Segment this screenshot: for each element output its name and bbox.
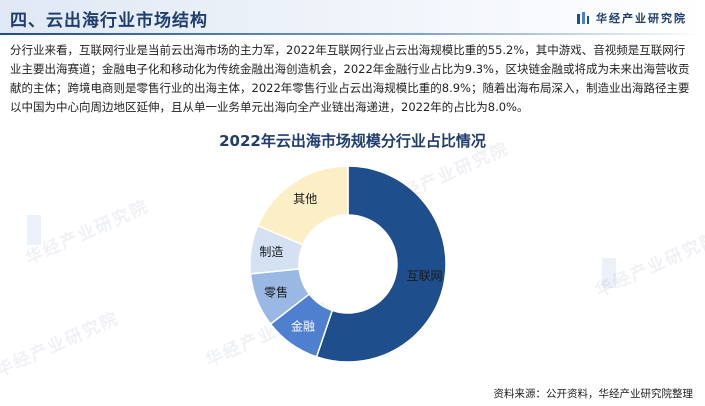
brand: 华经产业研究院 <box>576 10 687 26</box>
body-paragraph: 分行业来看，互联网行业是当前云出海市场的主力军，2022年互联网行业占云出海规模… <box>10 43 690 114</box>
brand-name: 华经产业研究院 <box>596 12 687 25</box>
section-title: 四、云出海行业市场结构 <box>10 11 208 31</box>
slice-label: 其他 <box>293 192 317 206</box>
source-note: 资料来源：公开资料，华经产业研究院整理 <box>493 388 694 400</box>
header-divider <box>0 33 705 35</box>
slice-label: 零售 <box>264 284 288 299</box>
donut-slice-4 <box>256 165 349 246</box>
chart-title: 2022年云出海市场规模分行业占比情况 <box>219 132 486 150</box>
donut-slice-0 <box>315 165 447 363</box>
watermark-deco <box>602 258 616 288</box>
brand-logo-icon <box>577 12 589 24</box>
slice-label: 制造 <box>259 245 283 259</box>
watermark-deco <box>27 215 41 245</box>
slice-label: 互联网 <box>406 269 442 283</box>
slice-label: 金融 <box>291 319 315 334</box>
